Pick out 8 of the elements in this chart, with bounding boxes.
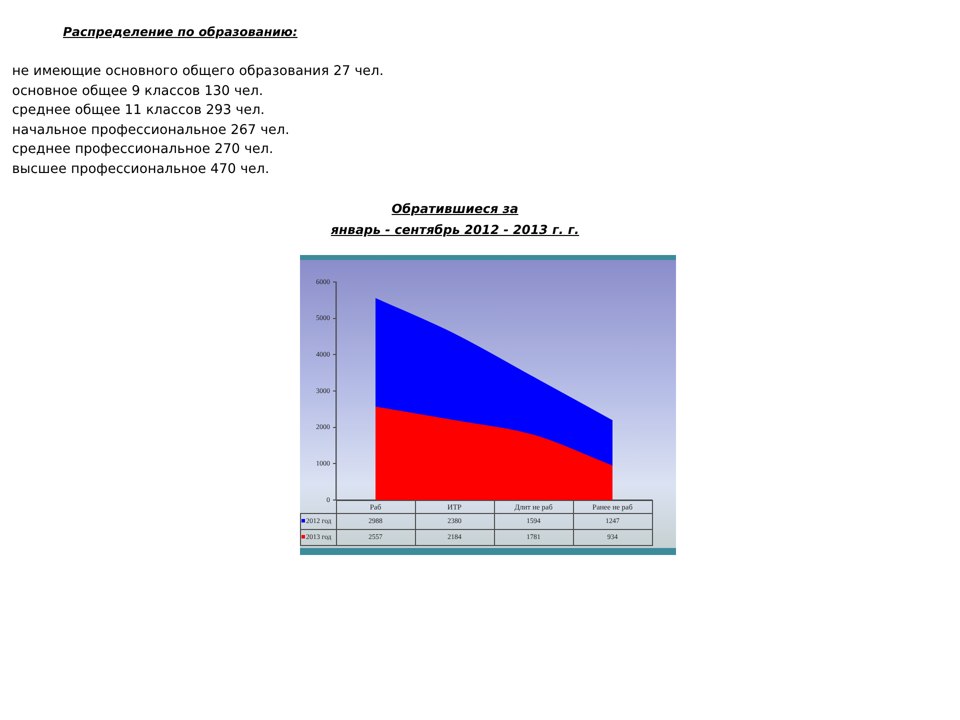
text: высшее профессиональное 470 чел. [12, 160, 270, 179]
text: среднее общее 11 классов 293 чел. [12, 102, 266, 120]
text: основное общее 9 классов 130 чел. [12, 82, 264, 101]
text: Распределение по образованию: [63, 25, 298, 39]
chart-title: Обратившиеся за январь - сентябрь 2012 - 2013 г. г. [330, 200, 580, 239]
text: начальное профессиональное 267 чел. [12, 122, 290, 140]
text: не имеющие основного общего образования 27 чел. [12, 63, 384, 81]
text: среднее профессиональное 270 чел. [12, 141, 274, 160]
